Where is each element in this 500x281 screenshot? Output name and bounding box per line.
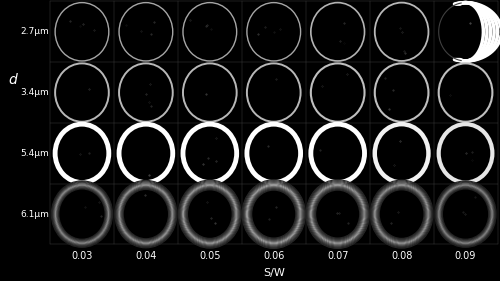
Text: 0.03: 0.03 [72, 251, 92, 262]
Text: 0.07: 0.07 [327, 251, 348, 262]
Text: 5.4μm: 5.4μm [20, 149, 49, 158]
Text: 6.1μm: 6.1μm [20, 210, 49, 219]
Text: S/W: S/W [263, 268, 284, 278]
Text: d: d [8, 73, 17, 87]
Text: 0.05: 0.05 [199, 251, 220, 262]
Text: 0.08: 0.08 [391, 251, 412, 262]
Text: 2.7μm: 2.7μm [20, 27, 49, 36]
Text: 0.06: 0.06 [263, 251, 284, 262]
Text: 0.04: 0.04 [135, 251, 156, 262]
Text: 0.09: 0.09 [455, 251, 476, 262]
Text: 3.4μm: 3.4μm [20, 88, 49, 97]
